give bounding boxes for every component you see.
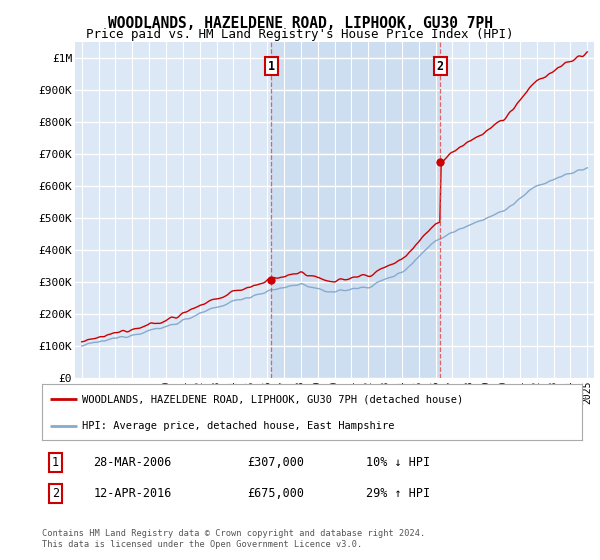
Text: 1: 1 (52, 456, 59, 469)
Text: 2: 2 (437, 59, 444, 72)
Bar (271, 42, 440, 378)
Text: 12-APR-2016: 12-APR-2016 (94, 487, 172, 500)
Text: 1: 1 (268, 59, 275, 72)
Text: 29% ↑ HPI: 29% ↑ HPI (366, 487, 430, 500)
Text: Price paid vs. HM Land Registry's House Price Index (HPI): Price paid vs. HM Land Registry's House … (86, 28, 514, 41)
Text: HPI: Average price, detached house, East Hampshire: HPI: Average price, detached house, East… (83, 421, 395, 431)
Text: £307,000: £307,000 (247, 456, 304, 469)
Text: £675,000: £675,000 (247, 487, 304, 500)
Text: 10% ↓ HPI: 10% ↓ HPI (366, 456, 430, 469)
Text: Contains HM Land Registry data © Crown copyright and database right 2024.
This d: Contains HM Land Registry data © Crown c… (42, 529, 425, 549)
Text: WOODLANDS, HAZELDENE ROAD, LIPHOOK, GU30 7PH: WOODLANDS, HAZELDENE ROAD, LIPHOOK, GU30… (107, 16, 493, 31)
Text: WOODLANDS, HAZELDENE ROAD, LIPHOOK, GU30 7PH (detached house): WOODLANDS, HAZELDENE ROAD, LIPHOOK, GU30… (83, 394, 464, 404)
Text: 28-MAR-2006: 28-MAR-2006 (94, 456, 172, 469)
Text: 2: 2 (52, 487, 59, 500)
